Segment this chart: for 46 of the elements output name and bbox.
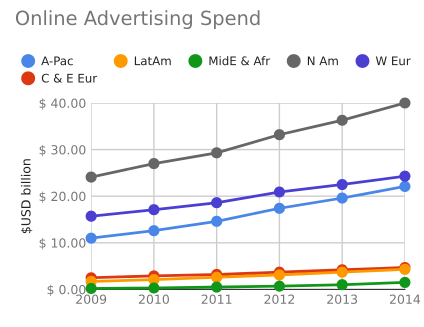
chart-title: Online Advertising Spend <box>16 10 260 30</box>
point <box>399 97 410 109</box>
x-tick-label: 2009 <box>76 294 106 304</box>
x-tick-label: 2014 <box>390 294 420 304</box>
point <box>211 272 222 283</box>
y-tick-label: $ 0.00 <box>48 284 86 296</box>
point <box>399 276 410 288</box>
point <box>86 210 97 222</box>
y-axis-title: $USD billion <box>20 159 32 234</box>
point <box>274 269 285 281</box>
point <box>86 232 97 244</box>
x-tick-label: 2011 <box>202 294 232 304</box>
point <box>148 204 160 216</box>
point <box>336 178 348 190</box>
legend-label: N Am <box>308 56 338 66</box>
point <box>211 216 222 227</box>
point <box>148 282 160 294</box>
point <box>211 282 222 293</box>
point <box>336 192 348 204</box>
x-tick-label: 2012 <box>264 294 294 304</box>
point <box>86 172 97 183</box>
point <box>86 282 97 294</box>
point <box>148 158 160 170</box>
x-tick-label: 2010 <box>138 294 169 304</box>
legend-label: A-Pac <box>41 56 73 66</box>
point <box>274 280 285 292</box>
legend-label: LatAm <box>134 56 171 66</box>
point <box>399 180 410 192</box>
legend-label: W Eur <box>376 56 411 66</box>
point <box>211 147 222 158</box>
point <box>274 202 285 214</box>
legend-label: C & E Eur <box>42 74 98 83</box>
point <box>399 170 410 182</box>
legend-label: MidE & Afr <box>209 56 270 66</box>
point <box>148 225 160 236</box>
point <box>211 197 222 208</box>
point <box>336 279 348 290</box>
point <box>336 266 348 278</box>
point <box>274 129 285 140</box>
point <box>274 186 285 198</box>
y-tick-label: $ 10.00 <box>40 238 86 250</box>
point <box>336 114 348 126</box>
y-tick-label: $ 20.00 <box>40 191 86 203</box>
y-tick-label: $ 40.00 <box>40 98 86 110</box>
x-tick-label: 2013 <box>327 294 358 304</box>
y-tick-label: $ 30.00 <box>40 144 86 156</box>
